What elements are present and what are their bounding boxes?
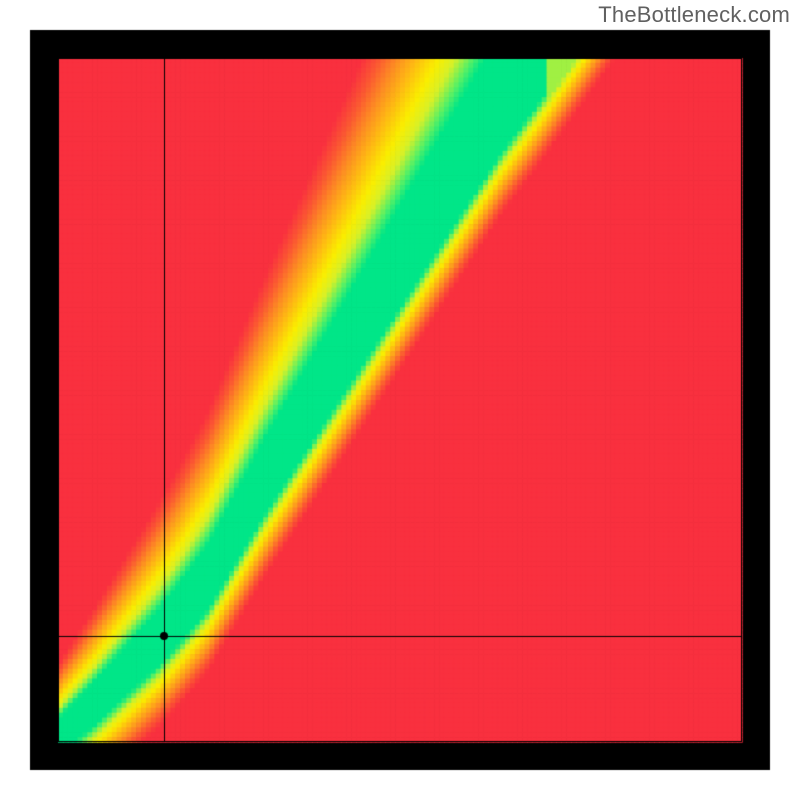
attribution-text: TheBottleneck.com — [598, 2, 790, 28]
bottleneck-heatmap — [0, 0, 800, 800]
